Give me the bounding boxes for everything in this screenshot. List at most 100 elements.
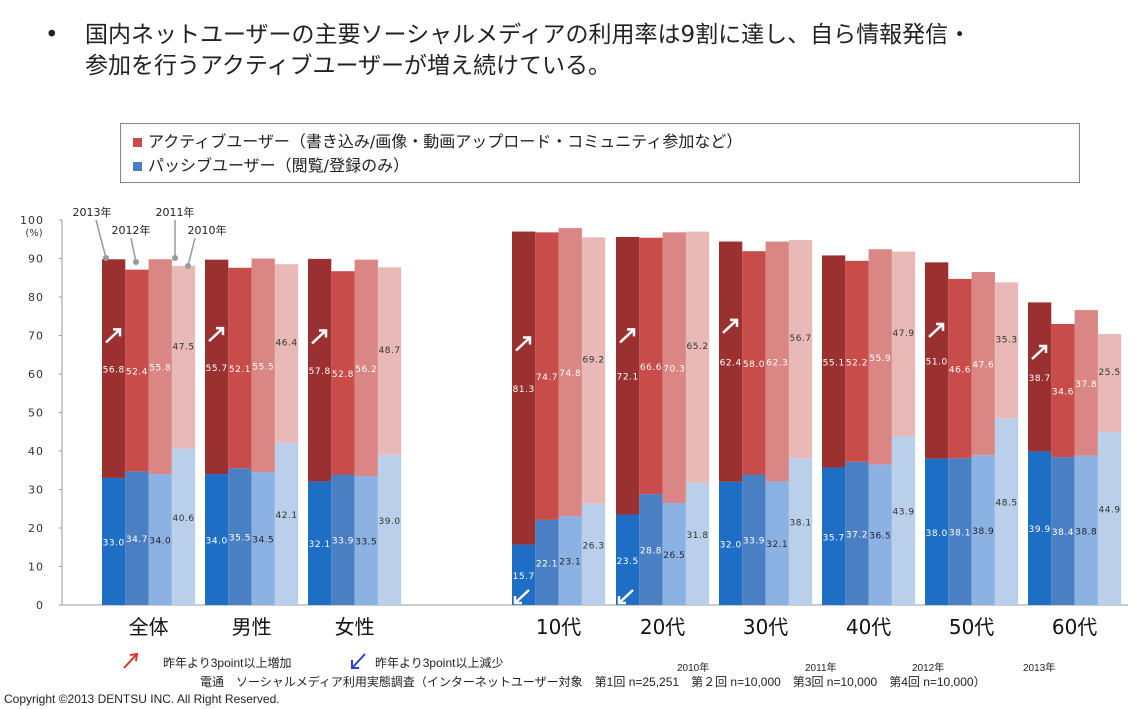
bar-active xyxy=(535,232,559,520)
bar-active xyxy=(558,228,582,517)
data-label-passive: 36.5 xyxy=(869,532,891,542)
bar-passive xyxy=(742,474,766,605)
bar-passive xyxy=(377,454,402,605)
data-label-active: 55.1 xyxy=(823,358,845,368)
bar-active xyxy=(788,240,813,459)
data-label-passive: 44.9 xyxy=(1099,506,1121,516)
data-label-active: 65.2 xyxy=(687,342,709,352)
data-label-active: 46.4 xyxy=(276,339,298,349)
up-arrow-icon xyxy=(515,336,532,352)
data-label-active: 47.6 xyxy=(972,361,994,371)
data-label-active: 72.1 xyxy=(617,373,639,383)
bar-active xyxy=(251,258,275,473)
bar-active xyxy=(377,267,402,455)
data-label-active: 35.3 xyxy=(996,335,1018,345)
bar-passive xyxy=(1097,432,1122,605)
y-tick-label: 0 xyxy=(36,599,44,612)
data-label-active: 74.8 xyxy=(559,369,581,379)
data-label-passive: 32.1 xyxy=(309,540,331,550)
data-label-passive: 38.1 xyxy=(790,519,812,529)
data-label-passive: 34.0 xyxy=(206,537,228,547)
bullet: • xyxy=(45,22,59,48)
legend-item-passive: パッシブユーザー（閲覧/登録のみ） xyxy=(133,154,1067,178)
footer-year-2013: 2013年 xyxy=(1023,663,1056,674)
data-label-active: 56.8 xyxy=(103,366,125,376)
bar-passive xyxy=(639,494,663,605)
bar-passive xyxy=(994,418,1019,605)
data-label-active: 48.7 xyxy=(379,346,401,356)
year-pointer xyxy=(187,237,196,267)
bar-active xyxy=(765,241,789,482)
bar-active xyxy=(742,251,766,475)
bar-passive xyxy=(102,477,126,605)
bar-passive xyxy=(845,461,869,605)
data-label-active: 37.8 xyxy=(1075,380,1097,390)
data-label-active: 55.7 xyxy=(206,364,228,374)
data-label-active: 56.7 xyxy=(790,334,812,344)
category-label: 30代 xyxy=(743,615,788,639)
data-label-passive: 33.9 xyxy=(332,537,354,547)
bar-active xyxy=(581,237,606,504)
bar-active xyxy=(971,271,995,456)
data-label-passive: 32.0 xyxy=(720,540,742,550)
data-label-active: 70.3 xyxy=(663,365,685,375)
bar-passive xyxy=(512,544,536,605)
bar-passive xyxy=(948,458,972,605)
data-label-passive: 23.5 xyxy=(617,557,639,567)
survey-note: 電通 ソーシャルメディア利用実態調査（インターネットユーザー対象 第1回 n=2… xyxy=(200,675,986,689)
bar-active xyxy=(822,255,846,468)
bar-active xyxy=(354,259,378,477)
year-pointer-head xyxy=(103,255,109,261)
legend-swatch-active xyxy=(133,138,142,147)
bar-active xyxy=(845,260,869,462)
bar-passive xyxy=(331,474,355,605)
data-label-active: 55.5 xyxy=(252,362,274,372)
bar-active xyxy=(868,249,892,465)
year-pointer-head xyxy=(185,263,191,269)
bar-passive xyxy=(171,448,196,605)
bar-active xyxy=(948,278,972,459)
y-tick-label: 60 xyxy=(28,368,44,381)
data-label-passive: 28.8 xyxy=(640,547,662,557)
data-label-passive: 33.0 xyxy=(103,538,125,548)
bar-active xyxy=(512,231,536,545)
legend-label-passive: パッシブユーザー（閲覧/登録のみ） xyxy=(148,156,410,175)
down-arrow-icon xyxy=(513,589,530,605)
data-label-active: 52.1 xyxy=(229,365,251,375)
bar-active xyxy=(719,241,743,482)
data-label-active: 51.0 xyxy=(926,358,948,368)
y-unit-label: (%) xyxy=(25,228,42,239)
year-pointer-head xyxy=(172,255,178,261)
data-label-passive: 22.1 xyxy=(536,559,558,569)
bar-active xyxy=(148,259,172,475)
bar-passive xyxy=(558,516,582,605)
data-label-active: 47.9 xyxy=(893,329,915,339)
bar-passive xyxy=(205,474,229,605)
year-annotation: 2010年 xyxy=(188,223,227,237)
bar-passive xyxy=(868,464,892,605)
data-label-passive: 37.2 xyxy=(846,530,868,540)
data-label-active: 52.2 xyxy=(846,358,868,368)
footer-year-2012: 2012年 xyxy=(912,663,945,674)
year-pointer-head xyxy=(133,259,139,265)
data-label-active: 74.7 xyxy=(536,373,558,383)
data-label-passive: 32.1 xyxy=(766,540,788,550)
bar-active xyxy=(102,259,126,478)
y-tick-label: 20 xyxy=(28,522,44,535)
data-label-passive: 48.5 xyxy=(996,499,1018,509)
bar-active xyxy=(205,259,229,475)
bar-passive xyxy=(971,455,995,605)
data-label-passive: 34.5 xyxy=(252,536,274,546)
bar-active xyxy=(331,271,355,475)
data-label-active: 52.8 xyxy=(332,370,354,380)
data-label-active: 52.4 xyxy=(126,368,148,378)
bar-active xyxy=(925,262,949,459)
data-label-active: 58.0 xyxy=(743,360,765,370)
data-label-active: 55.8 xyxy=(149,364,171,374)
bar-passive xyxy=(535,519,559,605)
year-annotation: 2013年 xyxy=(73,205,112,219)
data-label-passive: 39.9 xyxy=(1029,525,1051,535)
footer-year-2010: 2010年 xyxy=(677,663,710,674)
up-arrow-icon xyxy=(208,326,225,343)
